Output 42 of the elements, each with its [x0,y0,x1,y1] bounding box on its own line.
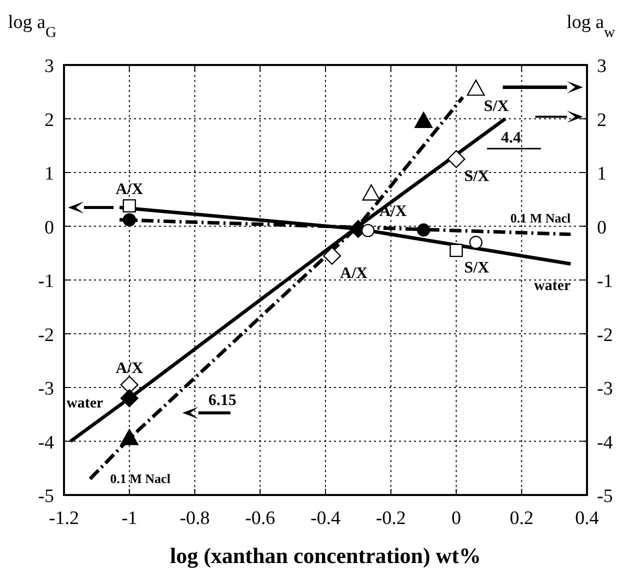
y2-tick-label: -1 [597,271,613,292]
y2-tick-label: 0 [597,217,606,238]
x-tick-label: -1.2 [48,508,80,529]
series-label: water [66,395,104,412]
x-tick-label: 0.2 [510,508,534,529]
x-tick-label: -0.4 [310,508,342,529]
x-axis-title: log (xanthan concentration) wt% [170,543,482,568]
data-label: A/X [116,180,144,198]
y-tick-label: -3 [38,378,54,400]
y2-tick-label: 1 [597,164,606,184]
y2-axis-title: log a$_{w}$ [566,12,616,40]
x-tick-label: 0 [452,508,461,529]
data-label: A/X [340,264,368,282]
data-label: S/X [464,168,490,186]
y2-tick-label: -5 [597,486,613,507]
annotation: 4.4 [500,130,521,147]
y-axis-title: log a$_{G}$ [8,12,56,40]
x-tick-label: -1 [121,508,138,529]
y-tick-label: -2 [38,324,54,346]
y2-tick-label: 3 [597,56,606,77]
x-tick-label: -0.6 [245,508,276,529]
y-tick-label: -1 [38,271,54,292]
data-label: A/X [116,360,144,377]
data-label: S/X [464,259,490,276]
series-label: water [534,278,571,294]
y2-tick-label: -2 [597,324,613,346]
y2-tick-label: -4 [597,432,614,454]
y-tick-label: 0 [44,217,54,238]
series-label: 0.1 M Nacl [110,470,171,486]
y2-tick-label: -3 [597,378,613,400]
y-tick-label: 1 [44,164,54,184]
x-tick-label: 0.4 [575,508,600,529]
y2-tick-label: 2 [597,110,606,131]
y-tick-label: -4 [38,432,54,454]
data-label: S/X [484,98,510,116]
y-tick-label: 2 [44,110,54,131]
series-label: 0.1 M Nacl [510,210,572,226]
x-tick-label: -0.2 [376,508,406,529]
y-tick-label: 3 [44,56,54,77]
annotation: 6.15 [208,392,236,409]
y-tick-label: -5 [38,486,54,507]
x-tick-label: -0.8 [180,508,210,529]
